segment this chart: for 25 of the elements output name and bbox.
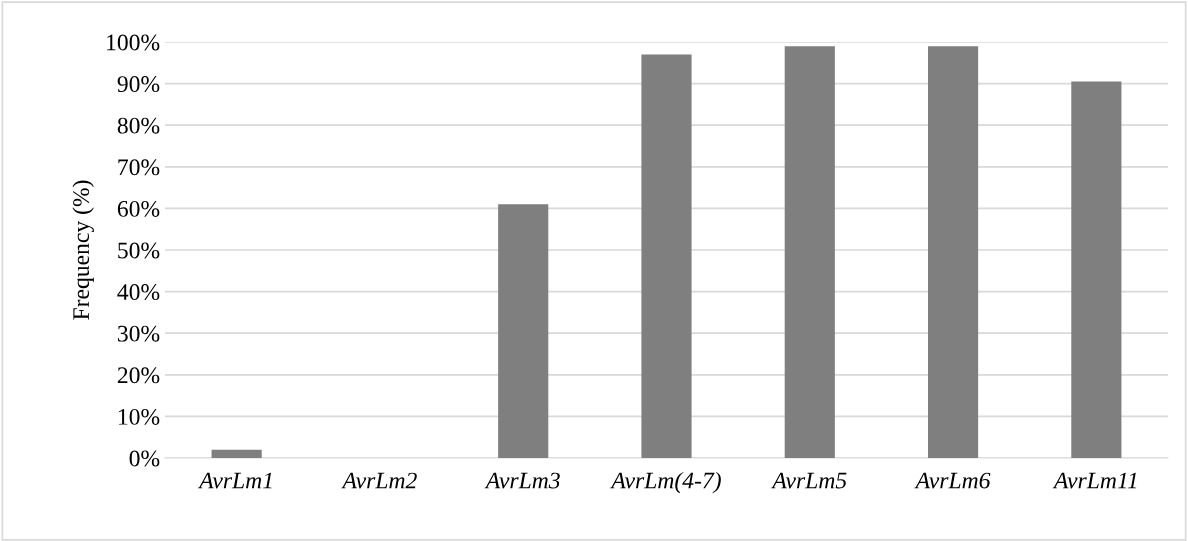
y-tick-label: 0%	[129, 450, 160, 467]
x-tick-label: AvrLm(4-7)	[610, 471, 721, 494]
bar	[928, 46, 979, 458]
bar	[641, 54, 692, 458]
y-tick-label: 90%	[117, 76, 160, 93]
y-tick-label: 80%	[117, 117, 160, 134]
bar	[1071, 81, 1122, 458]
x-tick-label: AvrLm11	[1052, 472, 1137, 489]
x-tick-label: AvrLm3	[484, 472, 560, 489]
bar	[784, 46, 835, 458]
y-tick-label: 20%	[117, 367, 160, 384]
y-tick-label: 10%	[118, 408, 160, 425]
x-tick-label: AvrLm6	[914, 472, 991, 489]
bar	[211, 449, 262, 458]
x-tick-label: AvrLm5	[771, 472, 847, 489]
y-tick-label: 50%	[118, 242, 160, 259]
y-tick-label: 40%	[117, 284, 160, 301]
y-tick-label: 60%	[117, 200, 160, 217]
y-tick-label: 30%	[117, 325, 160, 342]
bar	[498, 204, 549, 458]
x-tick-label: AvrLm1	[197, 472, 272, 489]
y-tick-label: 70%	[118, 159, 160, 176]
y-axis-title: Frequency (%)	[72, 180, 94, 320]
y-tick-label: 100%	[107, 34, 160, 51]
x-tick-label: AvrLm2	[341, 472, 417, 489]
